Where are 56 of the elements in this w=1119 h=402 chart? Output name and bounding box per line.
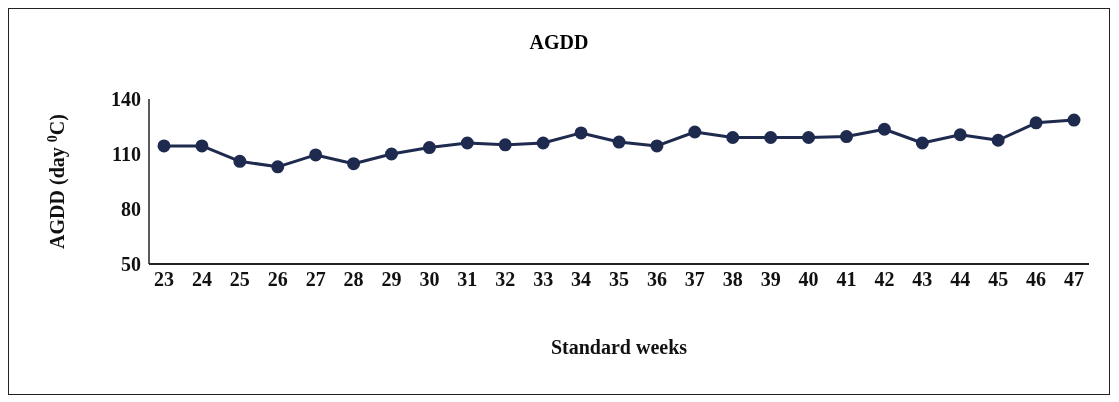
- point: [460, 136, 474, 150]
- x-tick-label: 40: [798, 268, 819, 291]
- x-tick-label: 29: [381, 268, 402, 291]
- point: [991, 133, 1005, 147]
- x-tick-label: 36: [646, 268, 667, 291]
- x-tick-label: 33: [533, 268, 554, 291]
- point: [1029, 116, 1043, 130]
- point: [309, 148, 323, 162]
- x-tick-label: 27: [305, 268, 326, 291]
- point: [915, 136, 929, 150]
- point: [764, 131, 778, 144]
- point: [385, 147, 398, 161]
- x-tick-label: 24: [191, 268, 212, 291]
- point: [726, 131, 740, 144]
- x-tick-label: 34: [571, 268, 592, 291]
- x-tick-label: 43: [912, 268, 933, 291]
- point: [498, 138, 512, 152]
- point: [574, 126, 588, 140]
- x-tick-label: 30: [419, 268, 440, 291]
- point: [233, 154, 247, 168]
- point: [840, 130, 853, 144]
- x-axis-title: Standard weeks: [550, 336, 688, 358]
- x-tick-label: 42: [874, 268, 895, 291]
- y-tick-label: 50: [121, 253, 141, 276]
- x-tick-label: 44: [950, 268, 971, 291]
- point: [157, 139, 171, 153]
- x-tick-label: 38: [722, 268, 743, 291]
- x-tick-label: 35: [609, 268, 629, 291]
- point: [347, 157, 361, 171]
- x-tick-label: 45: [988, 268, 1009, 291]
- y-tick-label: 140: [111, 88, 141, 111]
- x-tick-label: 37: [684, 268, 705, 291]
- point: [422, 141, 436, 155]
- x-tick-label: 46: [1026, 268, 1047, 291]
- x-tick-label: 47: [1064, 268, 1084, 291]
- x-tick-label: 26: [267, 268, 288, 291]
- point: [877, 122, 891, 136]
- x-tick-label: 32: [495, 268, 516, 291]
- point: [953, 128, 967, 142]
- x-tick-label: 25: [229, 268, 250, 291]
- x-tick-label: 31: [457, 268, 478, 291]
- y-tick-label: 110: [112, 143, 141, 166]
- chart-title: AGDD: [528, 31, 590, 54]
- point: [536, 136, 550, 150]
- x-tick-label: 23: [154, 268, 174, 291]
- point: [271, 160, 285, 174]
- point: [195, 139, 209, 153]
- point: [1067, 113, 1081, 127]
- x-tick-label: 41: [836, 268, 857, 291]
- point: [612, 135, 626, 149]
- x-tick-label: 28: [343, 268, 364, 291]
- x-tick-label: 39: [760, 268, 781, 291]
- point: [802, 131, 816, 144]
- point: [688, 125, 702, 139]
- y-tick-label: 80: [121, 198, 141, 221]
- point: [650, 139, 664, 153]
